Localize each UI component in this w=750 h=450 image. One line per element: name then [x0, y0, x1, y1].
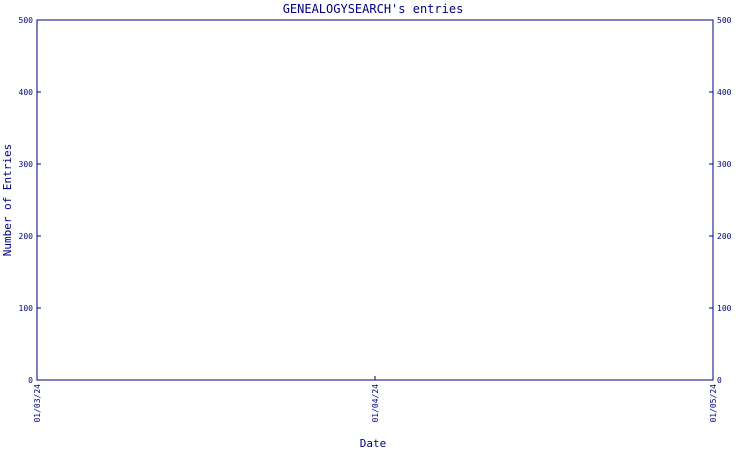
y-axis-label: Number of Entries: [1, 144, 14, 257]
x-axis: 01/03/24 01/04/24 01/05/24: [33, 376, 718, 423]
x-tick-label: 01/03/24: [33, 384, 42, 423]
y-tick-label-right: 100: [717, 304, 732, 313]
y-tick-label-right: 500: [717, 16, 732, 25]
y-axis-left: 0 100 200 300 400 500: [19, 16, 41, 385]
y-axis-right: 0 100 200 300 400 500: [709, 16, 732, 385]
y-tick-label-left: 300: [19, 160, 34, 169]
y-tick-label-left: 400: [19, 88, 34, 97]
y-tick-label-left: 200: [19, 232, 34, 241]
y-tick-label-right: 400: [717, 88, 732, 97]
plot-frame: [36, 19, 714, 381]
y-tick-label-left: 100: [19, 304, 34, 313]
y-tick-label-right: 200: [717, 232, 732, 241]
y-tick-label-right: 0: [717, 376, 722, 385]
chart-title: GENEALOGYSEARCH's entries: [283, 2, 464, 16]
x-axis-label: Date: [360, 437, 387, 450]
y-tick-label-right: 300: [717, 160, 732, 169]
x-tick-label: 01/04/24: [371, 384, 380, 423]
x-tick-label: 01/05/24: [709, 384, 718, 423]
y-tick-label-left: 500: [19, 16, 34, 25]
y-tick-label-left: 0: [28, 376, 33, 385]
